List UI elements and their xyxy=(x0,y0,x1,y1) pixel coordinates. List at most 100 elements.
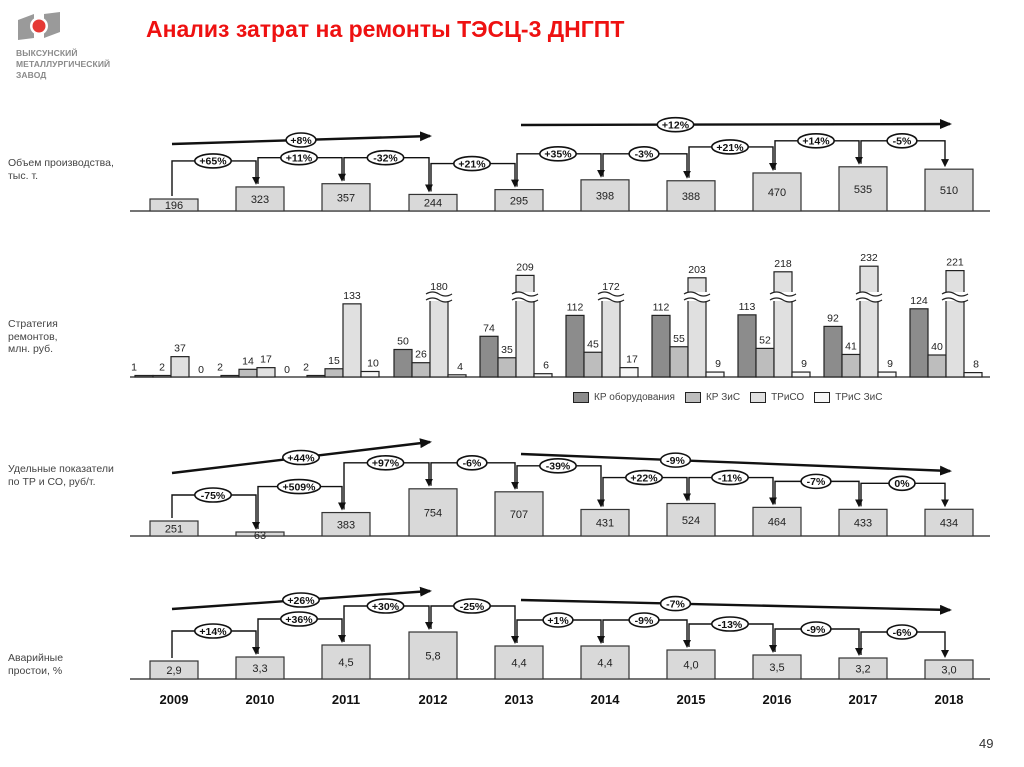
value-box: 196 xyxy=(149,198,199,212)
year-label: 2013 xyxy=(504,692,534,707)
svg-text:510: 510 xyxy=(940,185,958,197)
value-box: 510 xyxy=(924,168,974,212)
svg-text:295: 295 xyxy=(510,195,528,207)
svg-text:251: 251 xyxy=(165,524,183,536)
year-label: 2018 xyxy=(934,692,964,707)
yoy-label: -9% xyxy=(628,612,660,628)
strategy-bar xyxy=(324,368,344,378)
strategy-group: 124 40 221 8 xyxy=(909,257,983,378)
value-box: 754 xyxy=(408,488,458,537)
value-box: 431 xyxy=(580,508,630,537)
logo-line-2: МЕТАЛЛУРГИЧЕСКИЙ xyxy=(16,59,111,69)
strategy-bar-label: 172 xyxy=(602,281,620,293)
svg-text:-25%: -25% xyxy=(460,601,485,613)
strategy-bar xyxy=(791,371,811,378)
strategy-group: 1 2 37 0 xyxy=(131,343,204,378)
strategy-bar xyxy=(841,353,861,378)
strategy-bar xyxy=(533,373,553,378)
legend-label: ТРиС ЗиС xyxy=(835,392,883,403)
yoy-label: -6% xyxy=(456,455,488,471)
trend-arrow xyxy=(520,452,952,476)
strategy-bar-label: 232 xyxy=(860,252,878,264)
legend-item: ТРиСО xyxy=(750,392,804,403)
svg-text:4,4: 4,4 xyxy=(511,658,526,670)
strategy-bar-label: 112 xyxy=(567,301,584,313)
logo-line-1: ВЫКСУНСКИЙ xyxy=(16,48,78,58)
svg-text:+21%: +21% xyxy=(458,158,486,170)
svg-text:-6%: -6% xyxy=(463,458,482,470)
value-box: 3,5 xyxy=(752,654,802,680)
yoy-label: +509% xyxy=(276,478,322,495)
year-label: 2016 xyxy=(762,692,792,707)
strategy-bar xyxy=(583,351,603,378)
row-label-strategy: Стратегия ремонтов, млн. руб. xyxy=(8,318,58,355)
yoy-label: -7% xyxy=(800,473,832,490)
production-chart: 196 323 357 244 295 398 388 470 535 510 xyxy=(130,119,990,212)
yoy-label: +22% xyxy=(624,469,663,486)
strategy-bar-label: 40 xyxy=(931,341,943,353)
yoy-label: -11% xyxy=(710,469,749,486)
svg-text:535: 535 xyxy=(854,184,872,196)
value-box: 4,0 xyxy=(666,649,716,680)
logo-line-3: ЗАВОД xyxy=(16,70,47,80)
value-box: 4,4 xyxy=(494,645,544,680)
svg-text:398: 398 xyxy=(596,190,614,202)
strategy-group: 74 35 209 6 xyxy=(479,261,553,378)
yoy-label: -9% xyxy=(800,621,832,637)
strategy-bar-label: 2 xyxy=(303,362,309,374)
strategy-bar-label: 2 xyxy=(159,362,165,374)
svg-text:754: 754 xyxy=(424,507,442,519)
value-box: 4,5 xyxy=(321,644,371,680)
strategy-bar xyxy=(447,374,467,378)
strategy-bar xyxy=(823,325,843,378)
strategy-bar-label: 10 xyxy=(367,358,379,370)
strategy-bar-label: 133 xyxy=(343,290,361,302)
svg-text:707: 707 xyxy=(510,509,528,521)
value-box: 295 xyxy=(494,188,544,212)
svg-text:431: 431 xyxy=(596,518,614,530)
specific-chart: 251 63 383 754 707 431 524 464 433 434 xyxy=(130,438,990,542)
strategy-bar xyxy=(601,294,621,378)
svg-text:-9%: -9% xyxy=(635,615,654,627)
row-label-downtime: Аварийные простои, % xyxy=(8,652,64,677)
strategy-bar-label: 209 xyxy=(516,261,534,273)
svg-text:-3%: -3% xyxy=(635,149,654,161)
row-label-production: Объем производства, тыс. т. xyxy=(8,157,114,182)
strategy-bar xyxy=(497,357,517,378)
strategy-bar-label: 52 xyxy=(759,334,771,346)
svg-text:-5%: -5% xyxy=(893,136,912,148)
strategy-bar-label: 180 xyxy=(430,281,448,293)
strategy-bar-label: 4 xyxy=(457,361,463,373)
strategy-bar xyxy=(755,347,775,378)
yoy-label: -25% xyxy=(452,598,491,614)
svg-text:+65%: +65% xyxy=(199,156,227,168)
strategy-group: 2 14 17 0 xyxy=(217,354,290,378)
strategy-bar xyxy=(360,370,380,378)
legend-item: ТРиС ЗиС xyxy=(814,392,882,403)
strategy-bar xyxy=(963,372,983,378)
trend-label: +12% xyxy=(656,116,695,133)
legend-swatch-icon xyxy=(573,392,589,403)
value-box: 63 xyxy=(235,530,285,542)
strategy-chart: 1 2 37 0 2 14 17 0 2 15 133 10 50 26 180 4 74 35 209 6 112 45… xyxy=(130,252,990,378)
value-box: 3,2 xyxy=(838,657,888,680)
strategy-bar-label: 92 xyxy=(827,312,839,324)
strategy-bar-label: 124 xyxy=(910,295,928,307)
value-box: 434 xyxy=(924,508,974,537)
svg-text:323: 323 xyxy=(251,194,269,206)
svg-text:-9%: -9% xyxy=(807,624,826,636)
svg-text:388: 388 xyxy=(682,191,700,203)
svg-text:-75%: -75% xyxy=(201,490,226,502)
strategy-bar xyxy=(306,374,326,378)
strategy-bar-label: 2 xyxy=(217,362,223,374)
yoy-label: -5% xyxy=(886,132,918,149)
legend-swatch-icon xyxy=(750,392,767,403)
strategy-bar xyxy=(773,271,793,378)
yoy-label: +14% xyxy=(194,623,233,639)
value-box: 470 xyxy=(752,172,802,212)
legend-label: ТРиСО xyxy=(771,392,805,403)
svg-text:-13%: -13% xyxy=(718,619,743,631)
yoy-label: +1% xyxy=(542,612,574,628)
strategy-bar xyxy=(669,346,689,378)
value-box: 398 xyxy=(580,179,630,212)
